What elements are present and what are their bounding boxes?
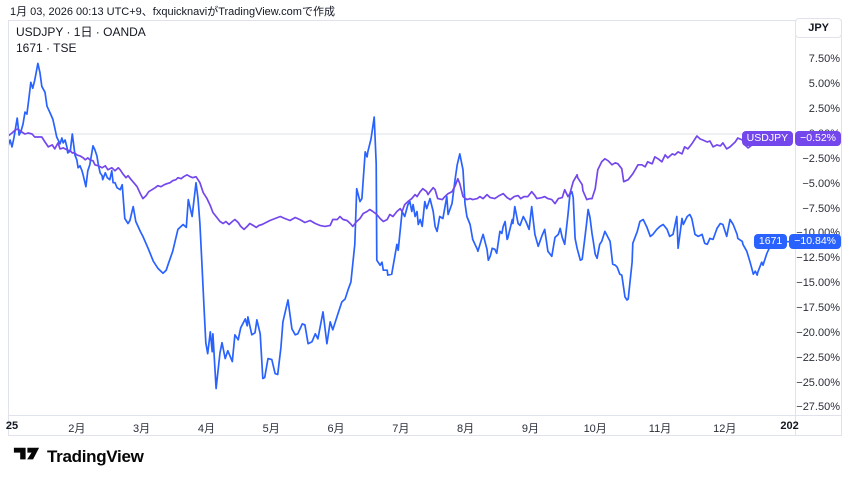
- tradingview-logo-text: TradingView: [47, 446, 144, 466]
- badge-value-label: −10.84%: [789, 233, 841, 249]
- y-tick-label: −17.50%: [796, 301, 840, 314]
- x-tick-label: 11月: [648, 423, 672, 435]
- x-tick-label: 3月: [133, 423, 151, 435]
- price-scale-separator: [795, 20, 796, 436]
- x-tick-label: 2月: [68, 423, 86, 435]
- x-tick-label: 8月: [457, 423, 475, 435]
- y-tick-label: −12.50%: [796, 252, 840, 265]
- legend-symbol-usdjpy[interactable]: USDJPY · 1日 · OANDA: [16, 25, 146, 39]
- currency-unit-button[interactable]: JPY: [795, 18, 842, 38]
- x-tick-label: 7月: [392, 423, 410, 435]
- legend-symbol-1671[interactable]: 1671 · TSE: [16, 41, 77, 55]
- x-tick-label: 5月: [262, 423, 280, 435]
- tradingview-logo-icon: [13, 446, 40, 467]
- badge-value-label: −0.52%: [795, 131, 841, 147]
- x-tick-label: 12月: [713, 423, 737, 435]
- time-scale-separator: [8, 415, 842, 416]
- badge-symbol-label: 1671: [753, 233, 788, 249]
- x-tick-label: 4月: [197, 423, 215, 435]
- x-tick-label: 9月: [521, 423, 539, 435]
- y-tick-label: −5.00%: [802, 177, 840, 190]
- price-badge-1671: 1671 −10.84%: [753, 233, 841, 249]
- y-tick-label: −27.50%: [796, 401, 840, 414]
- x-tick-label: 6月: [327, 423, 345, 435]
- y-tick-label: 5.00%: [808, 78, 840, 91]
- x-tick-label: 10月: [583, 423, 607, 435]
- y-tick-label: −22.50%: [796, 351, 840, 364]
- series-line-usdjpy: [9, 128, 791, 231]
- y-tick-label: −7.50%: [802, 202, 840, 215]
- y-tick-label: −20.00%: [796, 326, 840, 339]
- chart-card[interactable]: [8, 20, 842, 436]
- y-tick-label: −2.50%: [802, 152, 840, 165]
- y-tick-label: −25.00%: [796, 376, 840, 389]
- y-tick-label: 2.50%: [808, 103, 840, 116]
- tradingview-logo[interactable]: TradingView: [13, 446, 144, 467]
- x-tick-label: 25: [5, 420, 19, 432]
- badge-symbol-label: USDJPY: [741, 131, 794, 147]
- y-tick-label: −15.00%: [796, 277, 840, 290]
- x-tick-label: 202: [780, 420, 799, 432]
- y-tick-label: 7.50%: [808, 53, 840, 66]
- snapshot-attribution: 1月 03, 2026 00:13 UTC+9、fxquicknaviがTrad…: [10, 6, 335, 18]
- legend: USDJPY · 1日 · OANDA 1671 · TSE: [16, 24, 146, 56]
- price-badge-usdjpy: USDJPY −0.52%: [741, 131, 841, 147]
- series-line-1671: [9, 62, 791, 390]
